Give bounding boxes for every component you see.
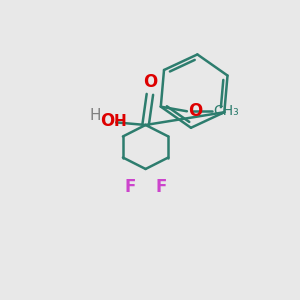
Text: H: H <box>114 114 127 129</box>
Text: H: H <box>89 108 101 123</box>
Text: O: O <box>100 112 114 130</box>
Text: F: F <box>125 178 136 196</box>
Text: F: F <box>155 178 166 196</box>
Text: O: O <box>188 102 202 120</box>
Text: CH₃: CH₃ <box>213 104 239 118</box>
Text: O: O <box>143 73 157 91</box>
